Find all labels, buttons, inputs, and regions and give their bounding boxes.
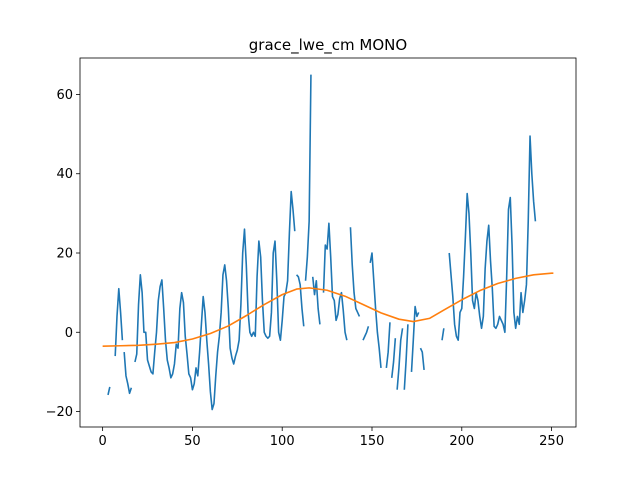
x-tick-label: 200	[449, 434, 474, 449]
series-0-segment-18	[448, 135, 537, 341]
x-tick-label: 150	[360, 434, 385, 449]
axes-frame	[79, 57, 577, 428]
y-tick-label: 0	[65, 326, 73, 341]
series-0-segment-12	[390, 338, 397, 378]
series-0-segment-15	[410, 305, 420, 372]
series-0-segment-14	[403, 324, 409, 390]
axes-layer: 0 50 100 150 200 250 −20 0 20 40 60	[46, 57, 577, 449]
series-0-segment-3	[134, 190, 296, 411]
series-0-segment-4	[295, 274, 305, 327]
series-0-segment-5	[304, 74, 312, 281]
y-tick-label: −20	[46, 405, 73, 420]
series-0-segment-7	[322, 222, 348, 341]
x-tick-label: 100	[270, 434, 295, 449]
series-0-segment-9	[362, 326, 370, 341]
series-layer	[102, 74, 554, 411]
x-tick-label: 50	[184, 434, 201, 449]
series-0-segment-16	[419, 347, 425, 371]
series-0-segment-17	[441, 328, 445, 341]
series-0-segment-0	[107, 386, 111, 396]
x-tick-label: 0	[98, 434, 106, 449]
y-tick-label: 20	[56, 247, 73, 262]
series-0-segment-1	[114, 287, 124, 357]
chart-title: grace_lwe_cm MONO	[249, 36, 407, 55]
series-0-segment-13	[396, 328, 404, 390]
series-0-segment-11	[385, 322, 391, 369]
series-0-segment-2	[123, 352, 133, 395]
series-0-segment-10	[369, 252, 382, 369]
x-tick-label: 250	[539, 434, 564, 449]
y-tick-label: 60	[56, 88, 73, 103]
y-tick-label: 40	[56, 167, 73, 182]
series-1-segment-0	[102, 272, 554, 347]
